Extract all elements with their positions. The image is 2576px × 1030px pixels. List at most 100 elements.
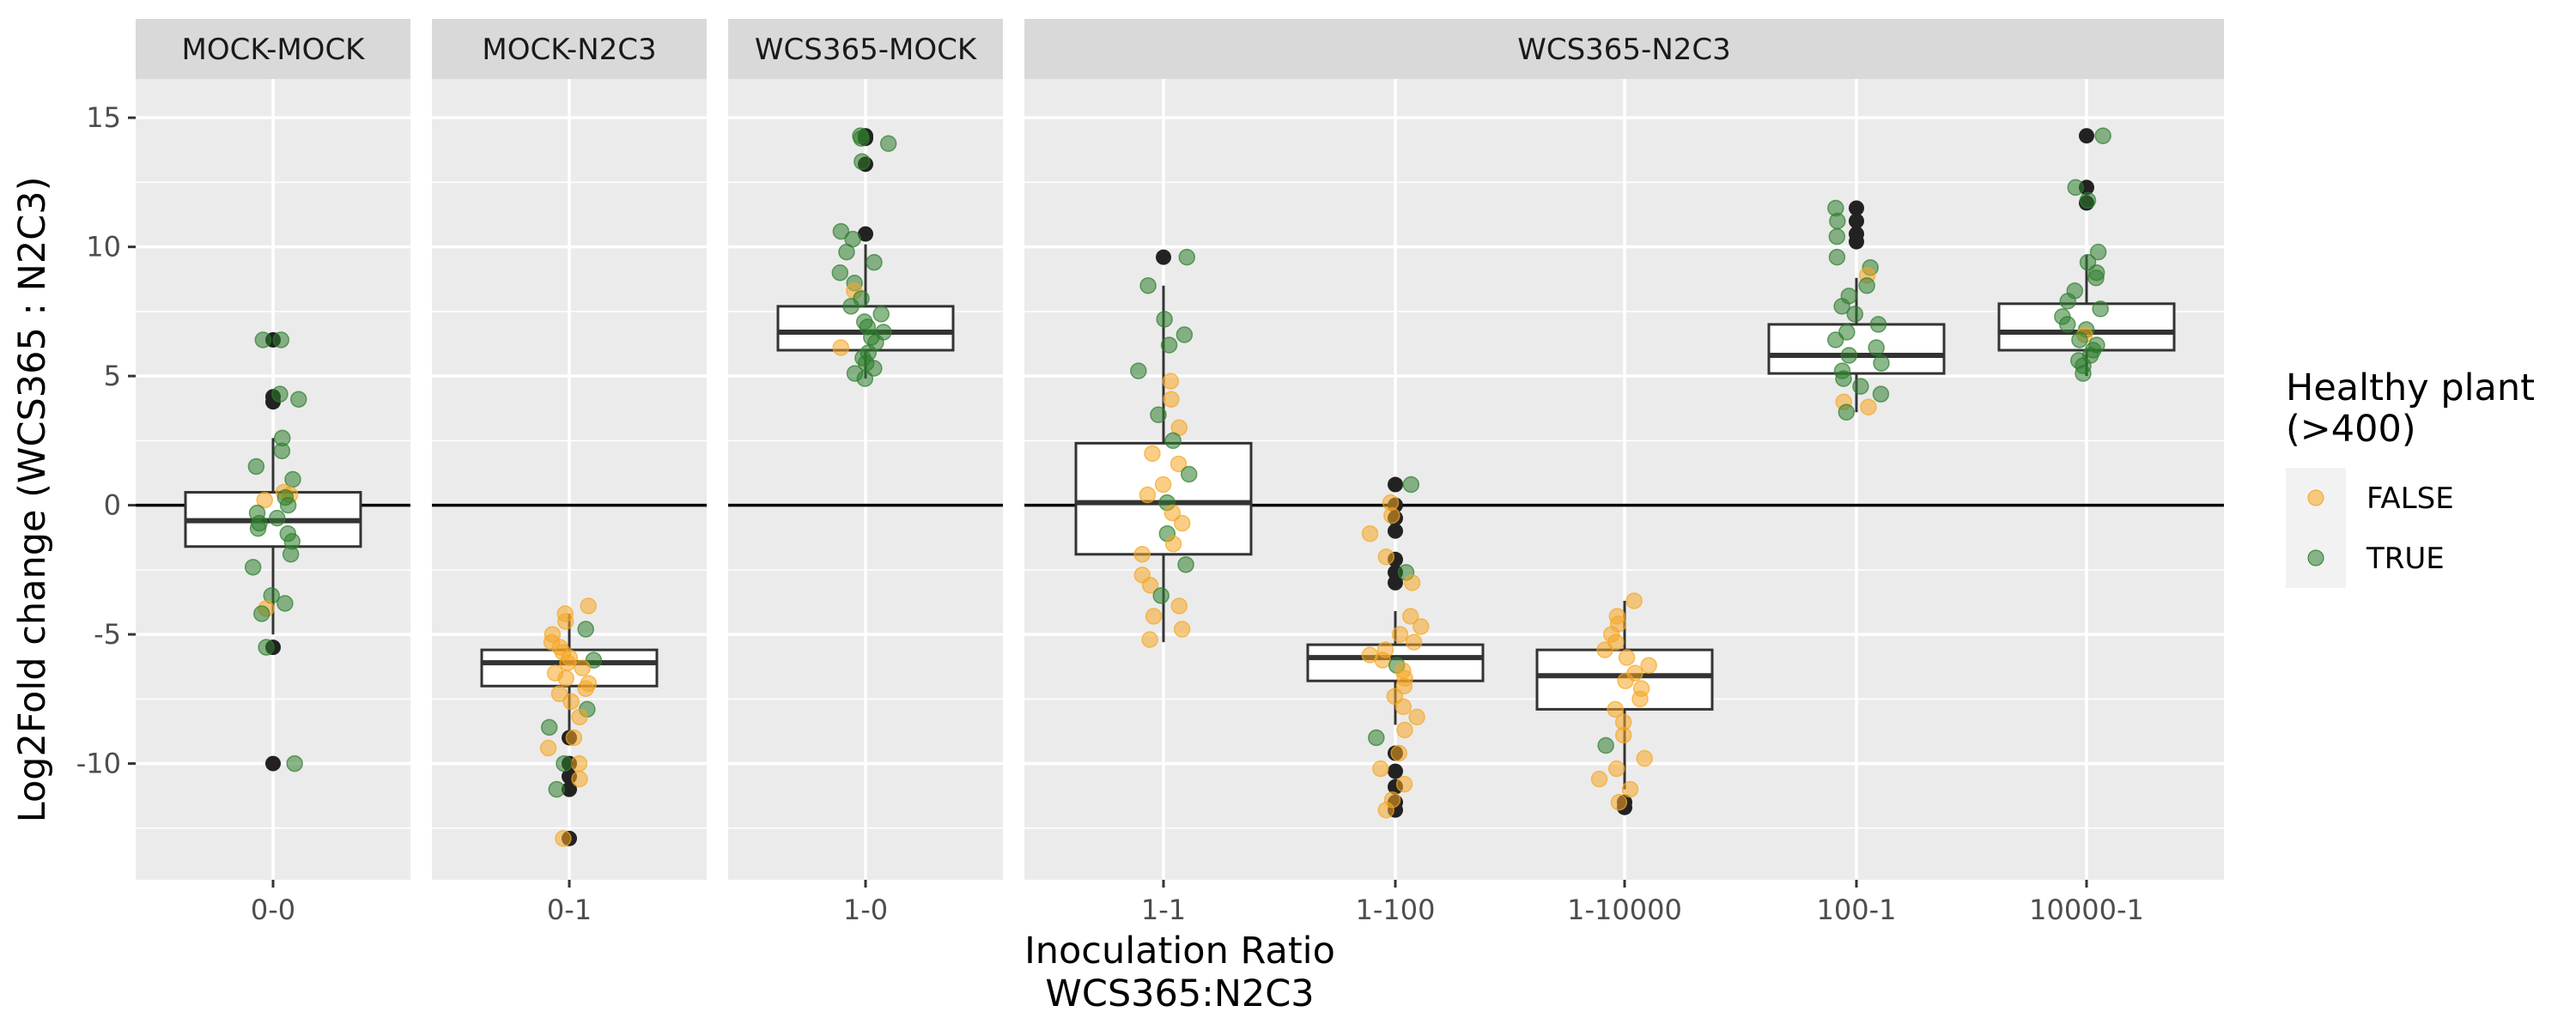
outlier-point (1849, 233, 1864, 250)
data-point-true (832, 222, 850, 240)
legend-key-false-marker (2307, 489, 2324, 506)
outlier-point (1849, 200, 1864, 216)
data-point-false (1408, 708, 1425, 726)
facet-strip-label: MOCK-MOCK (182, 33, 367, 67)
data-point-false (1640, 657, 1657, 674)
data-point-false (1133, 546, 1151, 563)
data-point-false (577, 680, 594, 698)
y-tick-label: 0 (104, 489, 121, 522)
data-point-true (856, 370, 874, 387)
data-point-true (279, 496, 297, 514)
data-point-true (2071, 331, 2088, 348)
data-point-false (1631, 690, 1649, 708)
data-point-true (276, 595, 294, 612)
data-point-true (872, 306, 890, 323)
data-point-true (1833, 298, 1850, 315)
facet-strip (1024, 19, 2224, 79)
data-point-false (1618, 649, 1636, 666)
x-axis: 0-0 0-1 1-0 1-1 1-100 1-10000 100-1 10000-1 (251, 880, 2144, 926)
data-point-true (1178, 248, 1196, 266)
data-point-true (2079, 191, 2097, 209)
category-1-100 (1306, 476, 1485, 819)
y-tick-label: 15 (86, 101, 121, 134)
data-point-true (1160, 336, 1178, 354)
data-point-true (1840, 347, 1858, 364)
outlier-point (2079, 128, 2094, 144)
facet-strip (728, 19, 1003, 79)
x-tick-label: 1-100 (1356, 894, 1436, 926)
facet-strip (136, 19, 410, 79)
data-point-true (1139, 277, 1157, 294)
data-point-true (273, 442, 291, 460)
data-point-false (1396, 721, 1413, 739)
data-point-false (539, 739, 557, 757)
data-point-false (1596, 641, 1613, 658)
data-point-true (2092, 300, 2109, 318)
data-point-true (1869, 316, 1887, 333)
data-point-true (244, 559, 262, 576)
category-0-1 (480, 597, 659, 847)
category-1-0 (776, 127, 955, 387)
outlier-point (1849, 213, 1864, 229)
data-point-true (1872, 385, 1890, 403)
data-point-false (1607, 700, 1624, 718)
data-point-true (1826, 331, 1844, 348)
panel-mock-n2c3: MOCK-N2C3 (432, 19, 707, 880)
data-point-true (253, 605, 270, 622)
legend-key-true-marker (2307, 549, 2324, 566)
data-point-false (1144, 445, 1161, 463)
data-point-false (1164, 535, 1182, 553)
data-point-false (1403, 574, 1421, 591)
facet-strip-label: WCS365-N2C3 (1517, 33, 1731, 67)
data-point-false (1173, 514, 1191, 532)
data-point-true (290, 391, 307, 408)
x-tick-label: 0-0 (251, 894, 295, 926)
data-point-true (879, 135, 897, 152)
data-point-false (256, 491, 274, 509)
panel-wcs365-n2c3: WCS365-N2C3 (1024, 19, 2224, 880)
panel-wcs365-mock: WCS365-MOCK (728, 19, 1003, 880)
data-point-false (1145, 608, 1163, 625)
outlier-point (265, 755, 281, 772)
data-point-false (1361, 524, 1379, 542)
data-point-false (1162, 373, 1180, 390)
data-point-true (2089, 243, 2107, 261)
data-point-true (540, 718, 558, 736)
data-point-false (1383, 506, 1400, 524)
data-point-false (550, 685, 568, 703)
data-point-false (1614, 726, 1632, 744)
data-point-true (2059, 316, 2076, 333)
data-point-true (2059, 293, 2076, 310)
x-tick-label: 1-10000 (1567, 894, 1682, 926)
data-point-false (1141, 577, 1159, 594)
data-point-false (556, 613, 574, 630)
data-point-false (1636, 749, 1653, 767)
data-point-true (1828, 248, 1846, 266)
data-point-true (1873, 354, 1890, 372)
data-point-false (1617, 672, 1634, 690)
data-point-false (1590, 770, 1608, 788)
outlier-point (1388, 574, 1403, 591)
data-point-true (548, 780, 565, 798)
data-point-true (1180, 465, 1198, 483)
data-point-false (1170, 455, 1188, 473)
data-point-false (832, 339, 849, 356)
data-point-true (2087, 269, 2105, 287)
data-point-false (1372, 760, 1389, 778)
data-point-false (1391, 626, 1409, 643)
legend-title-line-2: (>400) (2286, 408, 2416, 451)
category-1-10000 (1535, 592, 1714, 815)
data-point-true (1402, 476, 1420, 494)
outlier-point (562, 781, 577, 797)
data-point-true (254, 331, 272, 348)
data-point-true (2067, 179, 2084, 197)
x-tick-label: 1-0 (843, 894, 888, 926)
data-point-false (1377, 548, 1395, 566)
data-point-true (1150, 406, 1167, 424)
data-point-true (853, 130, 870, 147)
y-axis: 15 10 5 0 -5 -10 (76, 101, 136, 780)
data-point-false (1170, 597, 1188, 615)
data-point-true (249, 519, 267, 537)
data-point-false (565, 729, 583, 747)
